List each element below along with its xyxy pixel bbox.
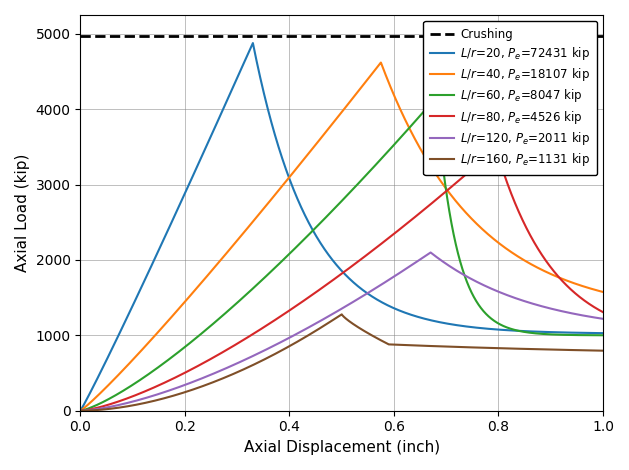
- $L/r$=120, $P_e$=2011 kip: [276, 340, 284, 345]
- $L/r$=40, $P_e$=18107 kip: [77, 408, 84, 414]
- $L/r$=60, $P_e$=8047 kip: [432, 95, 440, 101]
- $L/r$=160, $P_e$=1131 kip: [338, 312, 345, 317]
- $L/r$=40, $P_e$=18107 kip: [416, 146, 424, 152]
- $L/r$=160, $P_e$=1131 kip: [506, 346, 514, 352]
- $L/r$=60, $P_e$=8047 kip: [416, 113, 424, 118]
- $L/r$=40, $P_e$=18107 kip: [276, 186, 284, 191]
- $L/r$=40, $P_e$=18107 kip: [390, 92, 398, 98]
- $L/r$=160, $P_e$=1131 kip: [467, 345, 474, 350]
- $L/r$=80, $P_e$=4526 kip: [276, 314, 284, 320]
- $L/r$=80, $P_e$=4526 kip: [492, 146, 499, 151]
- $L/r$=40, $P_e$=18107 kip: [172, 310, 179, 315]
- $L/r$=20, $P_e$=72431 kip: [467, 324, 474, 330]
- $L/r$=80, $P_e$=4526 kip: [390, 231, 398, 237]
- $L/r$=160, $P_e$=1131 kip: [276, 348, 284, 354]
- Y-axis label: Axial Load (kip): Axial Load (kip): [15, 154, 30, 272]
- $L/r$=60, $P_e$=8047 kip: [276, 260, 284, 266]
- $L/r$=60, $P_e$=8047 kip: [467, 287, 474, 293]
- $L/r$=80, $P_e$=4526 kip: [506, 188, 514, 194]
- Line: $L/r$=60, $P_e$=8047 kip: $L/r$=60, $P_e$=8047 kip: [81, 98, 603, 411]
- $L/r$=80, $P_e$=4526 kip: [467, 168, 474, 173]
- $L/r$=60, $P_e$=8047 kip: [506, 326, 514, 331]
- $L/r$=60, $P_e$=8047 kip: [77, 408, 84, 414]
- $L/r$=20, $P_e$=72431 kip: [172, 212, 179, 217]
- $L/r$=20, $P_e$=72431 kip: [390, 306, 398, 311]
- Line: $L/r$=40, $P_e$=18107 kip: $L/r$=40, $P_e$=18107 kip: [81, 63, 603, 411]
- $L/r$=20, $P_e$=72431 kip: [276, 149, 284, 155]
- $L/r$=80, $P_e$=4526 kip: [172, 375, 179, 380]
- $L/r$=120, $P_e$=2011 kip: [172, 385, 179, 391]
- Line: $L/r$=80, $P_e$=4526 kip: $L/r$=80, $P_e$=4526 kip: [81, 149, 603, 411]
- X-axis label: Axial Displacement (inch): Axial Displacement (inch): [243, 440, 440, 455]
- $L/r$=20, $P_e$=72431 kip: [416, 315, 424, 321]
- $L/r$=160, $P_e$=1131 kip: [599, 348, 607, 353]
- $L/r$=20, $P_e$=72431 kip: [249, 40, 257, 46]
- $L/r$=120, $P_e$=2011 kip: [467, 276, 474, 282]
- $L/r$=120, $P_e$=2011 kip: [506, 293, 514, 299]
- $L/r$=120, $P_e$=2011 kip: [599, 316, 607, 321]
- $L/r$=60, $P_e$=8047 kip: [390, 142, 398, 148]
- $L/r$=120, $P_e$=2011 kip: [77, 408, 84, 414]
- $L/r$=120, $P_e$=2011 kip: [390, 274, 398, 280]
- Line: $L/r$=160, $P_e$=1131 kip: $L/r$=160, $P_e$=1131 kip: [81, 314, 603, 411]
- $L/r$=60, $P_e$=8047 kip: [599, 332, 607, 338]
- $L/r$=20, $P_e$=72431 kip: [506, 328, 514, 333]
- $L/r$=160, $P_e$=1131 kip: [416, 343, 424, 348]
- $L/r$=80, $P_e$=4526 kip: [599, 309, 607, 315]
- $L/r$=40, $P_e$=18107 kip: [377, 60, 384, 65]
- $L/r$=40, $P_e$=18107 kip: [467, 215, 474, 220]
- $L/r$=120, $P_e$=2011 kip: [416, 257, 424, 262]
- $L/r$=160, $P_e$=1131 kip: [390, 342, 398, 347]
- $L/r$=80, $P_e$=4526 kip: [77, 408, 84, 414]
- Legend: Crushing, $L/r$=20, $P_e$=72431 kip, $L/r$=40, $P_e$=18107 kip, $L/r$=60, $P_e$=: Crushing, $L/r$=20, $P_e$=72431 kip, $L/…: [423, 21, 597, 175]
- $L/r$=120, $P_e$=2011 kip: [426, 250, 434, 255]
- Line: $L/r$=20, $P_e$=72431 kip: $L/r$=20, $P_e$=72431 kip: [81, 43, 603, 411]
- $L/r$=80, $P_e$=4526 kip: [416, 210, 424, 216]
- $L/r$=20, $P_e$=72431 kip: [77, 408, 84, 414]
- Line: $L/r$=120, $P_e$=2011 kip: $L/r$=120, $P_e$=2011 kip: [81, 252, 603, 411]
- $L/r$=40, $P_e$=18107 kip: [599, 289, 607, 295]
- $L/r$=60, $P_e$=8047 kip: [172, 352, 179, 357]
- $L/r$=160, $P_e$=1131 kip: [77, 408, 84, 414]
- $L/r$=40, $P_e$=18107 kip: [506, 249, 514, 254]
- $L/r$=160, $P_e$=1131 kip: [172, 392, 179, 398]
- $L/r$=20, $P_e$=72431 kip: [599, 330, 607, 336]
